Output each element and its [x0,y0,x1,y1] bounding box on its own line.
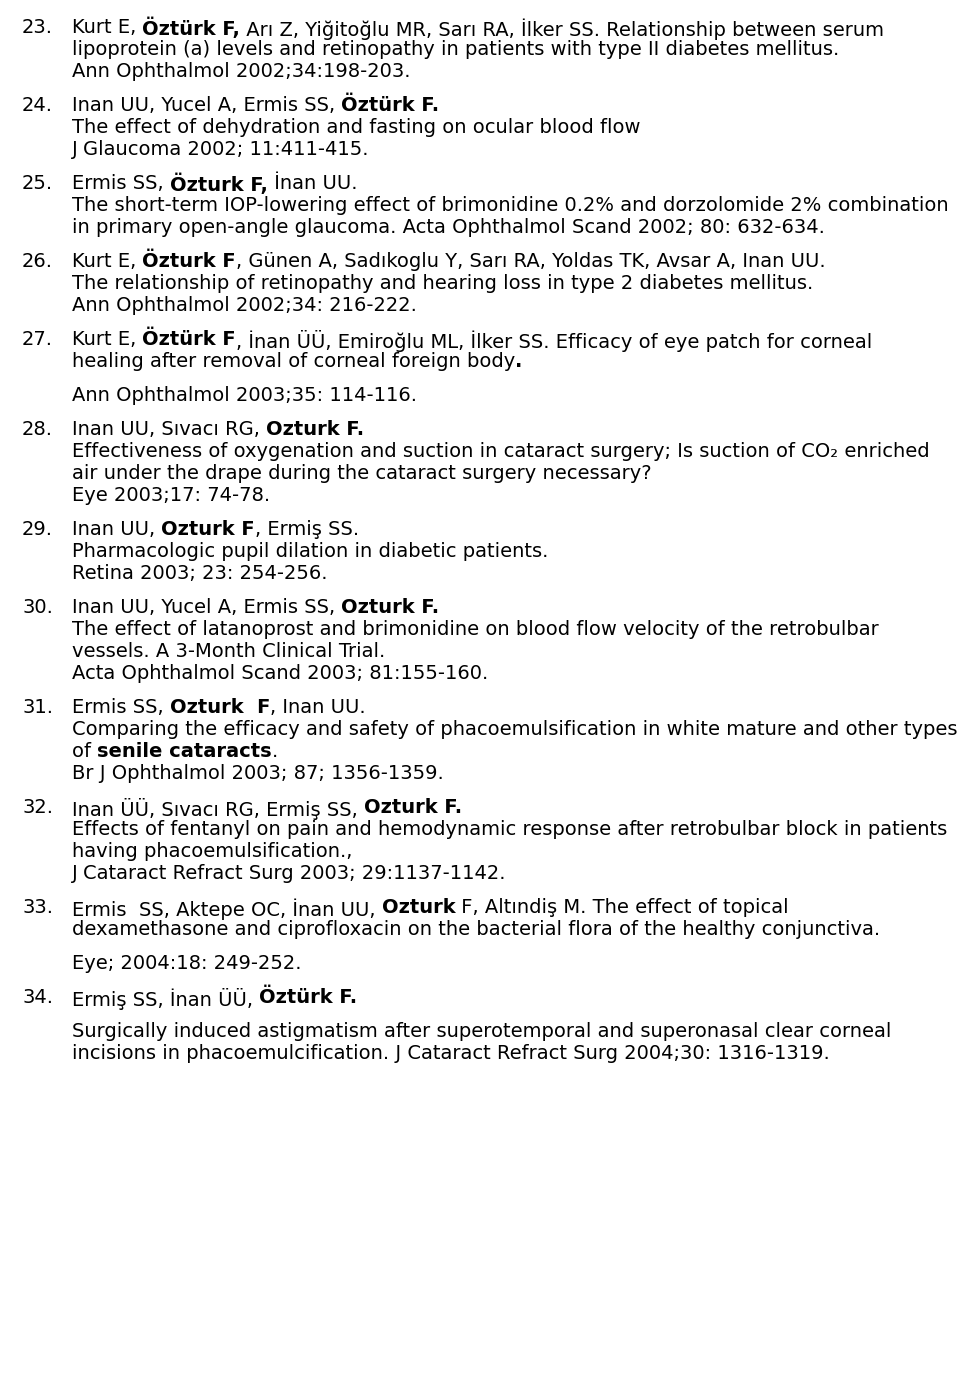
Text: J Cataract Refract Surg 2003; 29:1137-1142.: J Cataract Refract Surg 2003; 29:1137-11… [72,865,507,882]
Text: Ozturk F.: Ozturk F. [342,598,440,617]
Text: 33.: 33. [22,898,53,917]
Text: 24.: 24. [22,97,53,115]
Text: Öztürk F.: Öztürk F. [342,97,440,115]
Text: Effects of fentanyl on pain and hemodynamic response after retrobulbar block in : Effects of fentanyl on pain and hemodyna… [72,820,948,840]
Text: Özturk F,: Özturk F, [170,174,268,196]
Text: Kurt E,: Kurt E, [72,251,142,271]
Text: 26.: 26. [22,251,53,271]
Text: 31.: 31. [22,697,53,717]
Text: Ermiş SS, İnan ÜÜ,: Ermiş SS, İnan ÜÜ, [72,987,259,1010]
Text: Ann Ophthalmol 2003;35: 114-116.: Ann Ophthalmol 2003;35: 114-116. [72,387,417,405]
Text: F, Altındiş M. The effect of topical: F, Altındiş M. The effect of topical [455,898,789,917]
Text: 29.: 29. [22,521,53,539]
Text: air under the drape during the cataract surgery necessary?: air under the drape during the cataract … [72,464,652,483]
Text: Öztürk F: Öztürk F [142,330,236,349]
Text: Öztürk F.: Öztürk F. [259,987,357,1007]
Text: , Günen A, Sadıkoglu Y, Sarı RA, Yoldas TK, Avsar A, Inan UU.: , Günen A, Sadıkoglu Y, Sarı RA, Yoldas … [236,251,826,271]
Text: 30.: 30. [22,598,53,617]
Text: Ozturk  F: Ozturk F [170,697,271,717]
Text: Inan UU, Yucel A, Ermis SS,: Inan UU, Yucel A, Ermis SS, [72,598,342,617]
Text: Kurt E,: Kurt E, [72,18,142,37]
Text: The short-term IOP-lowering effect of brimonidine 0.2% and dorzolomide 2% combin: The short-term IOP-lowering effect of br… [72,196,948,215]
Text: 32.: 32. [22,798,53,818]
Text: Ann Ophthalmol 2002;34: 216-222.: Ann Ophthalmol 2002;34: 216-222. [72,296,417,315]
Text: , Inan UU.: , Inan UU. [271,697,366,717]
Text: Öztürk F,: Öztürk F, [142,18,240,40]
Text: Ozturk F: Ozturk F [161,521,255,539]
Text: Inan UU, Sıvacı RG,: Inan UU, Sıvacı RG, [72,420,266,439]
Text: The effect of latanoprost and brimonidine on blood flow velocity of the retrobul: The effect of latanoprost and brimonidin… [72,620,878,639]
Text: , İnan ÜÜ, Emiroğlu ML, İlker SS. Efficacy of eye patch for corneal: , İnan ÜÜ, Emiroğlu ML, İlker SS. Effica… [236,330,873,352]
Text: Ermis  SS, Aktepe OC, İnan UU,: Ermis SS, Aktepe OC, İnan UU, [72,898,382,920]
Text: , Ermiş SS.: , Ermiş SS. [255,521,359,539]
Text: Comparing the efficacy and safety of phacoemulsification in white mature and oth: Comparing the efficacy and safety of pha… [72,720,957,739]
Text: 25.: 25. [22,174,53,193]
Text: 23.: 23. [22,18,53,37]
Text: Br J Ophthalmol 2003; 87; 1356-1359.: Br J Ophthalmol 2003; 87; 1356-1359. [72,764,444,783]
Text: senile cataracts: senile cataracts [97,742,272,761]
Text: dexamethasone and ciprofloxacin on the bacterial flora of the healthy conjunctiv: dexamethasone and ciprofloxacin on the b… [72,920,880,939]
Text: The effect of dehydration and fasting on ocular blood flow: The effect of dehydration and fasting on… [72,117,640,137]
Text: Inan ÜÜ, Sıvacı RG, Ermiş SS,: Inan ÜÜ, Sıvacı RG, Ermiş SS, [72,798,364,820]
Text: Acta Ophthalmol Scand 2003; 81:155-160.: Acta Ophthalmol Scand 2003; 81:155-160. [72,664,489,684]
Text: Özturk F: Özturk F [142,251,236,271]
Text: having phacoemulsification.,: having phacoemulsification., [72,842,352,860]
Text: Inan UU, Yucel A, Ermis SS,: Inan UU, Yucel A, Ermis SS, [72,97,342,115]
Text: İnan UU.: İnan UU. [268,174,357,193]
Text: Eye; 2004:18: 249-252.: Eye; 2004:18: 249-252. [72,954,301,974]
Text: Kurt E,: Kurt E, [72,330,142,349]
Text: Ozturk F.: Ozturk F. [364,798,462,818]
Text: .: . [272,742,278,761]
Text: The relationship of retinopathy and hearing loss in type 2 diabetes mellitus.: The relationship of retinopathy and hear… [72,273,813,293]
Text: Eye 2003;17: 74-78.: Eye 2003;17: 74-78. [72,486,270,505]
Text: Ann Ophthalmol 2002;34:198-203.: Ann Ophthalmol 2002;34:198-203. [72,62,411,81]
Text: lipoprotein (a) levels and retinopathy in patients with type II diabetes mellitu: lipoprotein (a) levels and retinopathy i… [72,40,839,59]
Text: incisions in phacoemulcification. J Cataract Refract Surg 2004;30: 1316-1319.: incisions in phacoemulcification. J Cata… [72,1044,829,1063]
Text: Ermis SS,: Ermis SS, [72,174,170,193]
Text: healing after removal of corneal foreign body: healing after removal of corneal foreign… [72,352,516,371]
Text: Inan UU,: Inan UU, [72,521,161,539]
Text: J Glaucoma 2002; 11:411-415.: J Glaucoma 2002; 11:411-415. [72,139,370,159]
Text: vessels. A 3-Month Clinical Trial.: vessels. A 3-Month Clinical Trial. [72,642,385,661]
Text: 27.: 27. [22,330,53,349]
Text: Ozturk: Ozturk [382,898,455,917]
Text: in primary open-angle glaucoma. Acta Ophthalmol Scand 2002; 80: 632-634.: in primary open-angle glaucoma. Acta Oph… [72,218,825,238]
Text: 28.: 28. [22,420,53,439]
Text: Pharmacologic pupil dilation in diabetic patients.: Pharmacologic pupil dilation in diabetic… [72,541,548,561]
Text: Ozturk F.: Ozturk F. [266,420,364,439]
Text: Effectiveness of oxygenation and suction in cataract surgery; Is suction of CO₂ : Effectiveness of oxygenation and suction… [72,442,929,461]
Text: Surgically induced astigmatism after superotemporal and superonasal clear cornea: Surgically induced astigmatism after sup… [72,1022,892,1041]
Text: 34.: 34. [22,987,53,1007]
Text: Ermis SS,: Ermis SS, [72,697,170,717]
Text: Arı Z, Yiğitoğlu MR, Sarı RA, İlker SS. Relationship between serum: Arı Z, Yiğitoğlu MR, Sarı RA, İlker SS. … [240,18,884,40]
Text: Retina 2003; 23: 254-256.: Retina 2003; 23: 254-256. [72,563,327,583]
Text: of: of [72,742,97,761]
Text: .: . [516,352,522,371]
